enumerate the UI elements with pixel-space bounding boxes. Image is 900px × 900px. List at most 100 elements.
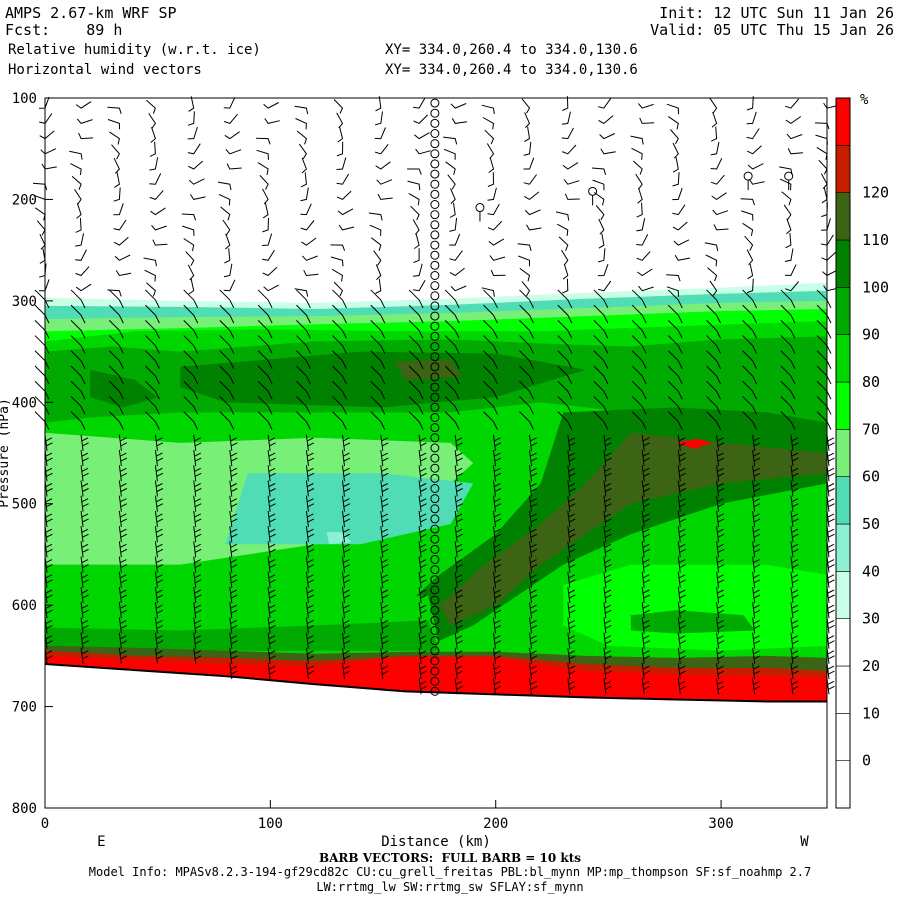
wind-barb bbox=[149, 173, 162, 185]
wind-barb bbox=[562, 278, 569, 294]
wind-barb bbox=[370, 335, 386, 354]
wind-barb bbox=[826, 495, 835, 512]
wind-barb bbox=[716, 450, 725, 467]
wind-barb bbox=[296, 411, 311, 430]
wind-barb bbox=[296, 365, 311, 385]
colorbar-tick-label: 20 bbox=[862, 657, 880, 675]
wind-barb bbox=[641, 450, 650, 467]
wind-barb bbox=[224, 248, 231, 264]
wind-barb bbox=[296, 335, 311, 354]
wind-barb bbox=[603, 526, 612, 543]
wind-barb bbox=[256, 149, 269, 160]
wind-barb bbox=[370, 380, 386, 400]
wind-barb bbox=[305, 434, 315, 451]
wind-barb bbox=[41, 163, 57, 170]
wind-barb bbox=[414, 233, 420, 250]
wind-barb bbox=[821, 202, 828, 218]
wind-barb bbox=[746, 111, 757, 125]
wind-barb bbox=[816, 335, 832, 354]
wind-barb bbox=[598, 115, 614, 125]
wind-barb bbox=[407, 168, 422, 175]
x-tick-label: 100 bbox=[258, 816, 283, 832]
wind-barb bbox=[262, 266, 278, 277]
wind-barb bbox=[790, 434, 799, 451]
rh-lower-right-core bbox=[630, 610, 755, 634]
wind-barb bbox=[557, 411, 573, 430]
wind-barb bbox=[641, 465, 650, 482]
wind-barb bbox=[567, 465, 576, 482]
wind-barb bbox=[631, 380, 647, 400]
rh-slant-core bbox=[439, 432, 827, 626]
wind-barb bbox=[783, 204, 792, 220]
calm-circle bbox=[430, 179, 440, 189]
wind-barb bbox=[631, 365, 647, 385]
wind-barb bbox=[332, 289, 347, 309]
wind-barb bbox=[267, 556, 276, 573]
wind-barb bbox=[145, 350, 160, 370]
wind-barb bbox=[264, 118, 280, 124]
wind-barb bbox=[380, 617, 389, 634]
calm-circle bbox=[430, 666, 440, 676]
wind-barb bbox=[603, 465, 612, 482]
wind-barb bbox=[790, 678, 799, 695]
wind-barb bbox=[454, 632, 463, 649]
wind-barb bbox=[222, 219, 231, 236]
wind-barb bbox=[641, 541, 650, 558]
wind-barb bbox=[70, 289, 86, 309]
wind-barb bbox=[593, 350, 609, 370]
wind-barb bbox=[219, 320, 235, 339]
wind-barb bbox=[710, 174, 725, 185]
wind-barb bbox=[193, 465, 202, 482]
wind-barb bbox=[259, 175, 269, 190]
wind-barb bbox=[263, 284, 279, 292]
wind-barb bbox=[267, 480, 276, 497]
wind-barb bbox=[193, 526, 202, 543]
calm-circle bbox=[430, 544, 440, 554]
wind-barb bbox=[741, 210, 754, 221]
wind-barb bbox=[443, 136, 458, 145]
wind-barb bbox=[257, 335, 273, 354]
calm-circle bbox=[430, 585, 440, 595]
wind-barb bbox=[109, 131, 120, 145]
calm-circle bbox=[430, 260, 440, 270]
wind-barb bbox=[267, 434, 276, 451]
calm-mark bbox=[475, 203, 485, 213]
wind-barb bbox=[182, 225, 195, 236]
x-axis-label: Distance (km) bbox=[381, 834, 491, 850]
wind-barb bbox=[567, 617, 576, 634]
calm-circle bbox=[430, 271, 440, 280]
wind-barb bbox=[70, 380, 86, 400]
wind-barb bbox=[369, 224, 382, 236]
header-valid-time: Valid: 05 UTC Thu 15 Jan 26 bbox=[650, 21, 894, 39]
wind-barb bbox=[677, 495, 686, 512]
wind-barb bbox=[784, 248, 794, 262]
wind-barb bbox=[189, 194, 206, 200]
wind-barb bbox=[341, 571, 351, 588]
wind-barb bbox=[667, 335, 683, 354]
wind-barb bbox=[224, 233, 231, 250]
wind-barb bbox=[561, 111, 571, 125]
wind-barb bbox=[529, 556, 538, 573]
wind-barb bbox=[301, 237, 317, 246]
wind-barb bbox=[820, 173, 828, 190]
calm-circle bbox=[430, 392, 440, 402]
wind-barb bbox=[826, 450, 835, 467]
wind-barb bbox=[752, 556, 761, 573]
wind-barb bbox=[519, 320, 534, 339]
wind-barb bbox=[71, 175, 82, 190]
wind-barb bbox=[636, 202, 643, 218]
wind-barb bbox=[296, 320, 311, 339]
wind-barb bbox=[262, 202, 269, 219]
calm-circle bbox=[430, 656, 440, 666]
wind-barb bbox=[454, 663, 463, 680]
wind-barb bbox=[454, 495, 463, 512]
wind-barb bbox=[370, 396, 386, 415]
wind-barb bbox=[34, 411, 50, 430]
wind-barb bbox=[598, 218, 605, 235]
wind-barb bbox=[229, 526, 238, 543]
wind-barb bbox=[752, 617, 761, 634]
wind-barb bbox=[154, 495, 164, 512]
wind-barb bbox=[229, 632, 238, 649]
wind-barb bbox=[603, 571, 612, 588]
wind-barb bbox=[752, 647, 761, 664]
